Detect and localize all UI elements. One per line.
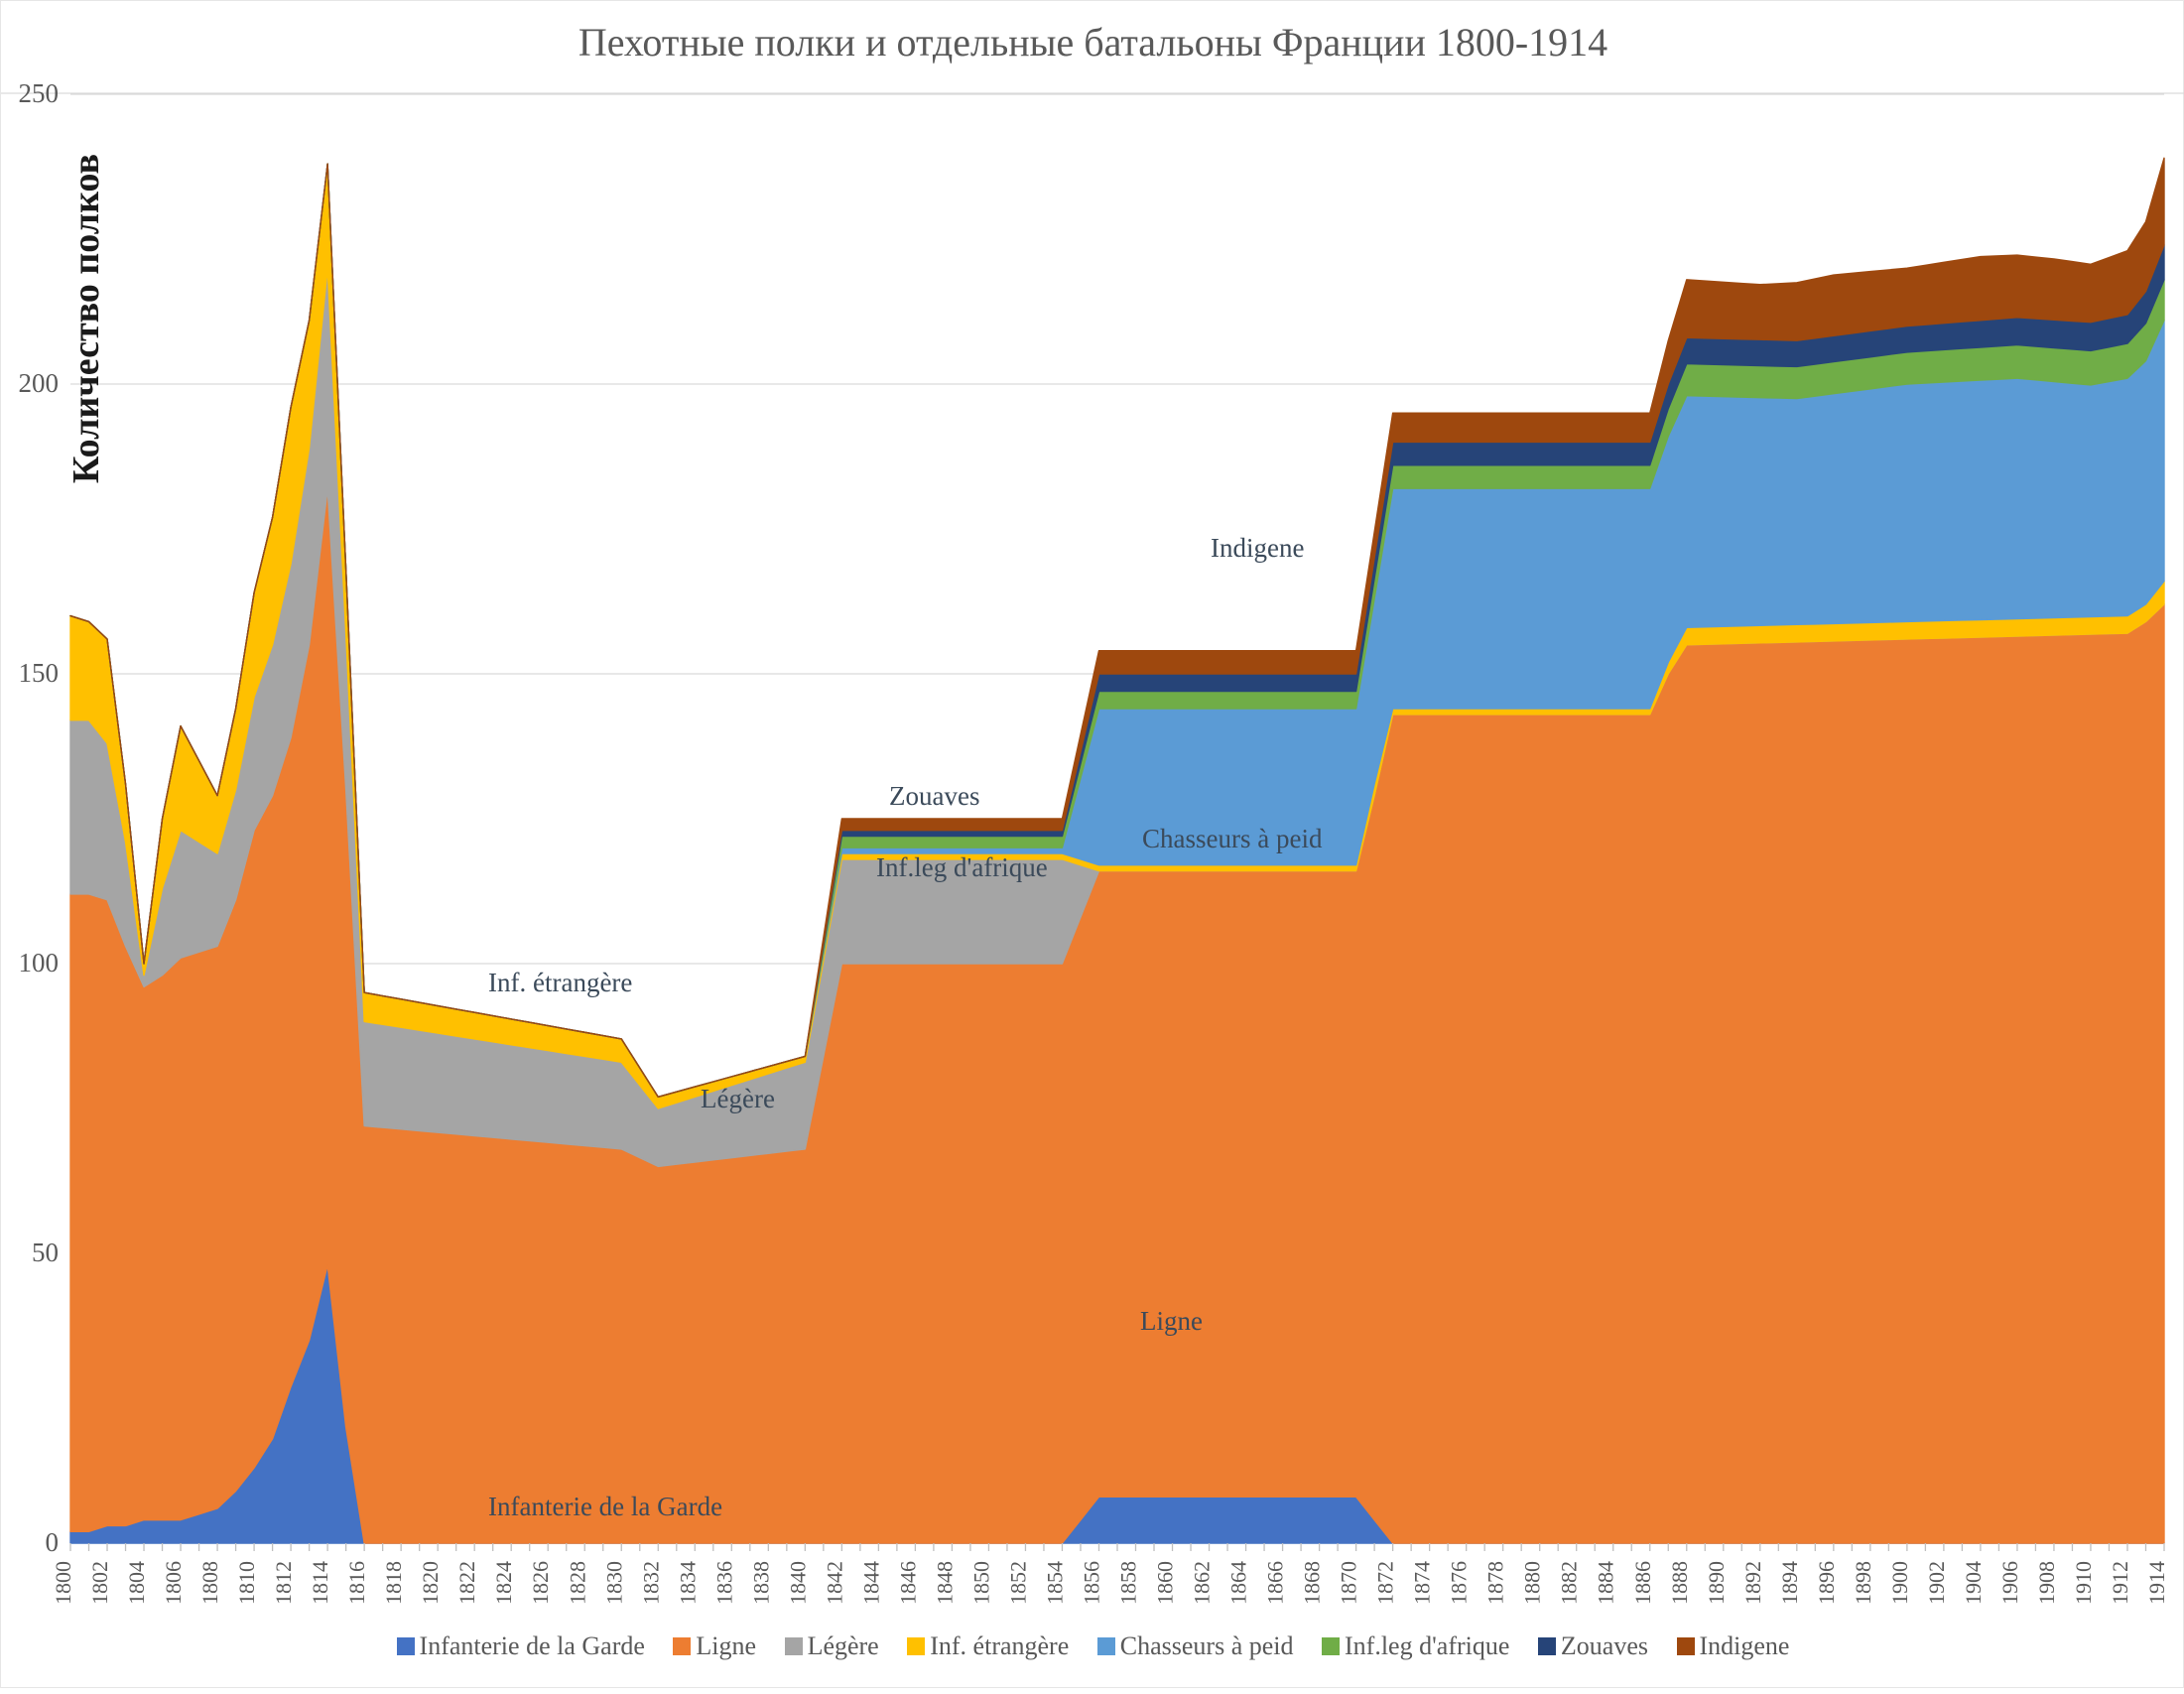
svg-text:1840: 1840 bbox=[785, 1561, 810, 1605]
svg-text:1866: 1866 bbox=[1263, 1561, 1288, 1605]
svg-text:1906: 1906 bbox=[1997, 1561, 2022, 1605]
svg-text:1838: 1838 bbox=[748, 1561, 773, 1605]
svg-text:1882: 1882 bbox=[1557, 1561, 1582, 1605]
svg-text:1830: 1830 bbox=[601, 1561, 626, 1605]
svg-text:1824: 1824 bbox=[491, 1561, 516, 1605]
svg-text:1832: 1832 bbox=[638, 1561, 663, 1605]
svg-text:1864: 1864 bbox=[1226, 1561, 1251, 1605]
svg-text:1810: 1810 bbox=[234, 1561, 259, 1605]
svg-text:1878: 1878 bbox=[1483, 1561, 1508, 1605]
svg-text:1844: 1844 bbox=[858, 1561, 883, 1605]
svg-text:1876: 1876 bbox=[1447, 1561, 1472, 1605]
svg-text:1870: 1870 bbox=[1337, 1561, 1361, 1605]
svg-text:1816: 1816 bbox=[344, 1561, 369, 1605]
svg-text:1812: 1812 bbox=[271, 1561, 296, 1605]
svg-text:Ligne: Ligne bbox=[1140, 1306, 1203, 1336]
svg-text:1842: 1842 bbox=[822, 1561, 846, 1605]
svg-text:1836: 1836 bbox=[711, 1561, 736, 1605]
svg-text:1898: 1898 bbox=[1851, 1561, 1875, 1605]
svg-text:0: 0 bbox=[46, 1527, 60, 1557]
svg-text:1850: 1850 bbox=[968, 1561, 993, 1605]
svg-text:1900: 1900 bbox=[1887, 1561, 1912, 1605]
svg-text:1856: 1856 bbox=[1079, 1561, 1103, 1605]
svg-text:Légère: Légère bbox=[701, 1084, 775, 1113]
svg-text:1804: 1804 bbox=[124, 1561, 149, 1605]
svg-text:1894: 1894 bbox=[1777, 1561, 1802, 1605]
svg-text:1828: 1828 bbox=[565, 1561, 589, 1605]
svg-text:1854: 1854 bbox=[1042, 1561, 1067, 1605]
svg-text:Zouaves: Zouaves bbox=[889, 781, 979, 811]
svg-text:1822: 1822 bbox=[454, 1561, 479, 1605]
svg-text:1872: 1872 bbox=[1373, 1561, 1398, 1605]
svg-text:200: 200 bbox=[19, 368, 60, 398]
svg-text:1892: 1892 bbox=[1740, 1561, 1765, 1605]
svg-text:1904: 1904 bbox=[1961, 1561, 1986, 1605]
svg-text:Inf. étrangère: Inf. étrangère bbox=[488, 968, 632, 997]
svg-text:1896: 1896 bbox=[1814, 1561, 1839, 1605]
svg-text:Indigene: Indigene bbox=[1211, 533, 1304, 563]
svg-text:1808: 1808 bbox=[197, 1561, 222, 1605]
svg-text:Infanterie de la Garde: Infanterie de la Garde bbox=[488, 1492, 722, 1521]
svg-text:100: 100 bbox=[19, 948, 60, 977]
svg-text:1902: 1902 bbox=[1924, 1561, 1949, 1605]
svg-text:1848: 1848 bbox=[932, 1561, 957, 1605]
svg-text:1814: 1814 bbox=[308, 1561, 332, 1605]
svg-text:1862: 1862 bbox=[1190, 1561, 1215, 1605]
svg-text:1874: 1874 bbox=[1410, 1561, 1435, 1605]
svg-text:1884: 1884 bbox=[1594, 1561, 1618, 1605]
svg-text:1860: 1860 bbox=[1153, 1561, 1178, 1605]
svg-text:1806: 1806 bbox=[161, 1561, 186, 1605]
svg-text:1880: 1880 bbox=[1520, 1561, 1545, 1605]
svg-text:Inf.leg d'afrique: Inf.leg d'afrique bbox=[876, 852, 1048, 882]
svg-text:1914: 1914 bbox=[2144, 1561, 2169, 1605]
svg-text:Chasseurs à peid: Chasseurs à peid bbox=[1142, 824, 1323, 853]
svg-text:1912: 1912 bbox=[2108, 1561, 2132, 1605]
svg-text:1858: 1858 bbox=[1116, 1561, 1141, 1605]
svg-text:1802: 1802 bbox=[87, 1561, 112, 1605]
svg-text:1820: 1820 bbox=[418, 1561, 443, 1605]
svg-text:1818: 1818 bbox=[381, 1561, 406, 1605]
svg-text:1846: 1846 bbox=[895, 1561, 920, 1605]
svg-text:1888: 1888 bbox=[1667, 1561, 1692, 1605]
svg-text:1908: 1908 bbox=[2034, 1561, 2059, 1605]
svg-text:Количество полков: Количество полков bbox=[65, 154, 107, 483]
svg-text:250: 250 bbox=[19, 78, 60, 108]
svg-text:150: 150 bbox=[19, 658, 60, 688]
svg-text:1890: 1890 bbox=[1704, 1561, 1729, 1605]
svg-text:1800: 1800 bbox=[51, 1561, 75, 1605]
svg-text:1852: 1852 bbox=[1005, 1561, 1030, 1605]
svg-text:50: 50 bbox=[32, 1238, 59, 1267]
svg-text:1886: 1886 bbox=[1630, 1561, 1655, 1605]
svg-text:1834: 1834 bbox=[675, 1561, 700, 1605]
svg-text:1826: 1826 bbox=[528, 1561, 553, 1605]
svg-text:1868: 1868 bbox=[1300, 1561, 1325, 1605]
svg-text:1910: 1910 bbox=[2071, 1561, 2096, 1605]
